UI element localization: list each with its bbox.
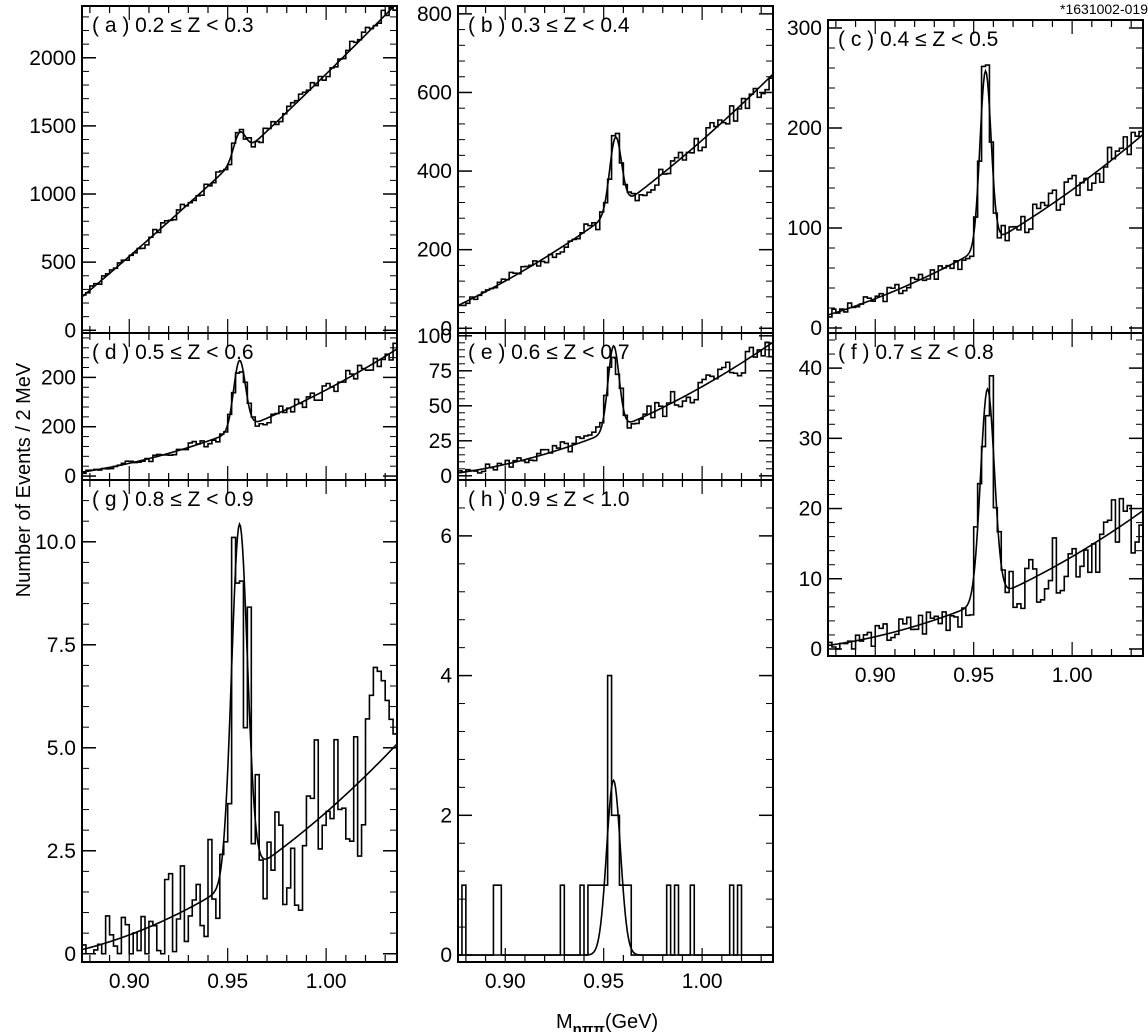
panel-title: ( f ) 0.7 ≤ Z < 0.8 [838, 341, 994, 364]
fit-curve [458, 341, 773, 474]
fit-curve [458, 778, 773, 956]
panel-c: 0 100 200 300 ( c ) 0.4 ≤ Z < 0.5 [787, 17, 1144, 340]
x-tick-label: 1.00 [1052, 664, 1093, 687]
panel-frame [81, 479, 398, 963]
y-tick-label: 2000 [29, 47, 76, 70]
fit-curve [82, 6, 396, 298]
fit-curve [828, 387, 1143, 647]
panel-g: 0 2.5 5.0 7.5 10.0 0.90 0.95 1.00 ( g ) 0.8 ≤ Z … [35, 479, 398, 993]
x-tick-label: 1.00 [306, 970, 347, 993]
y-tick-label: 40 [799, 357, 822, 380]
y-tick-label: 1500 [29, 115, 76, 138]
plot-area [82, 6, 397, 298]
x-axis-title-main: M [556, 1011, 573, 1032]
plot-area [458, 674, 773, 956]
y-tick-label: 0 [440, 465, 452, 488]
panel-f: 0 10 20 30 40 0.90 0.95 1.00 ( f ) 0.7 ≤ Z < 0.8 [799, 332, 1144, 687]
y-tick-label: 200 [41, 366, 76, 389]
panel-h: 0 2 4 6 0.90 0.95 1.00 ( h ) 0.9 ≤ Z < 1.0 [440, 479, 774, 993]
y-tick-label: 10 [799, 568, 822, 591]
y-tick-label: 2 [440, 804, 452, 827]
fit-curve [82, 348, 397, 473]
x-tick-label: 0.90 [855, 664, 896, 687]
y-tick-label: 2.5 [47, 840, 76, 863]
x-axis-title: Mηππ(GeV) [556, 1011, 658, 1032]
y-tick-label: 100 [787, 217, 822, 240]
x-axis-title-unit: (GeV) [605, 1011, 658, 1032]
y-tick-label: 1000 [29, 183, 76, 206]
y-tick-label: 5.0 [47, 737, 76, 760]
y-tick-label: 500 [41, 251, 76, 274]
y-tick-label: 0 [64, 465, 76, 488]
x-tick-label: 0.95 [953, 664, 994, 687]
histogram [82, 536, 397, 955]
panel-d: 0 200 200 ( d ) 0.5 ≤ Z < 0.6 [41, 332, 398, 488]
panel-title: ( g ) 0.8 ≤ Z < 0.9 [92, 488, 254, 511]
histogram [458, 341, 773, 474]
y-tick-label: 0 [440, 944, 452, 967]
panel-b: 0 200 400 600 800 ( b ) 0.3 ≤ Z < 0.4 [417, 3, 774, 340]
panel-frame [81, 5, 398, 334]
fit-curve [458, 73, 773, 307]
panel-title: ( a ) 0.2 ≤ Z < 0.3 [92, 14, 254, 37]
y-tick-label: 400 [417, 160, 452, 183]
panel-title: ( b ) 0.3 ≤ Z < 0.4 [468, 14, 630, 37]
panel-a: 0 500 1000 1500 2000 ( a ) 0.2 ≤ Z < 0.3 [29, 5, 398, 342]
x-tick-label: 0.90 [485, 970, 526, 993]
y-tick-label: 0 [64, 319, 76, 342]
x-tick-label: 0.95 [583, 970, 624, 993]
panel-title: ( e ) 0.6 ≤ Z < 0.7 [468, 341, 630, 364]
x-tick-label: 1.00 [682, 970, 723, 993]
y-tick-label: 4 [440, 665, 452, 688]
y-tick-label: 0 [810, 317, 822, 340]
plot-area [82, 521, 397, 955]
plot-area [458, 341, 773, 474]
y-tick-label: 6 [440, 525, 452, 548]
panel-frame [457, 5, 774, 334]
y-tick-label: 800 [417, 3, 452, 26]
y-tick-label: 30 [799, 427, 822, 450]
histogram [458, 77, 773, 307]
panel-e: 0 25 50 75 100 ( e ) 0.6 ≤ Z < 0.7 [417, 325, 774, 488]
panel-title: ( d ) 0.5 ≤ Z < 0.6 [92, 341, 254, 364]
panel-frame [827, 332, 1144, 657]
x-axis-title-sub: ηππ [573, 1021, 606, 1032]
y-tick-label: 200 [787, 117, 822, 140]
y-tick-label: 200 [417, 239, 452, 262]
y-tick-label: 600 [417, 81, 452, 104]
histogram [828, 64, 1143, 318]
x-tick-label: 0.90 [109, 970, 150, 993]
y-tick-label: 200 [41, 416, 76, 439]
histogram [458, 674, 773, 956]
plot-area [458, 73, 773, 307]
panel-title: ( c ) 0.4 ≤ Z < 0.5 [838, 28, 998, 51]
figure-id: *1631002-019 [1060, 1, 1148, 17]
y-tick-label: 300 [787, 17, 822, 40]
plot-area [82, 342, 397, 475]
y-tick-label: 0 [440, 317, 452, 340]
y-tick-label: 25 [429, 430, 452, 453]
y-tick-label: 20 [799, 498, 822, 521]
y-tick-label: 0 [64, 943, 76, 966]
y-tick-label: 10.0 [35, 531, 76, 554]
plot-area [828, 64, 1143, 318]
panel-frame [457, 479, 774, 963]
y-tick-label: 75 [429, 360, 452, 383]
panel-title: ( h ) 0.9 ≤ Z < 1.0 [468, 488, 630, 511]
histogram [82, 7, 397, 296]
y-tick-label: 50 [429, 395, 452, 418]
y-tick-label: 0 [810, 638, 822, 661]
fit-curve [82, 521, 397, 951]
x-tick-label: 0.95 [207, 970, 248, 993]
y-tick-label: 100 [417, 325, 452, 348]
plot-area [828, 374, 1143, 650]
fit-curve [828, 68, 1143, 316]
y-axis-title: Number of Events / 2 MeV [13, 362, 35, 597]
y-tick-label: 7.5 [47, 634, 76, 657]
histogram [828, 374, 1143, 650]
